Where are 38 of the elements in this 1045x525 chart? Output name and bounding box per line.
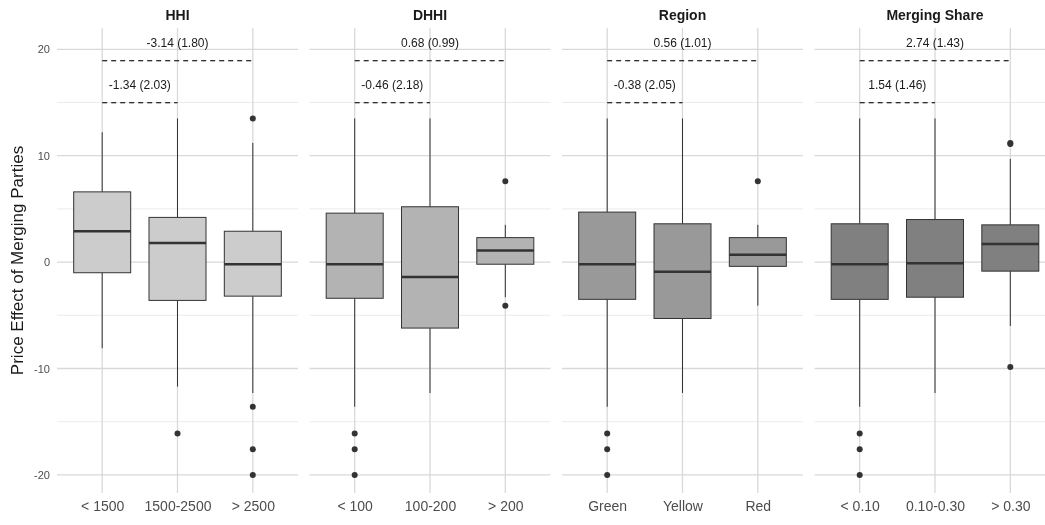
y-tick-label: -10 bbox=[34, 362, 50, 375]
annotation: 0.68 (0.99) bbox=[400, 35, 460, 50]
annotation: -0.46 (2.18) bbox=[361, 77, 424, 92]
x-tick-label: < 0.10 bbox=[840, 497, 881, 514]
annotation: 2.74 (1.43) bbox=[905, 35, 965, 50]
x-tick-label: 1500-2500 bbox=[144, 497, 212, 514]
x-tick-label: Red bbox=[745, 497, 772, 514]
y-tick-label: 0 bbox=[43, 256, 50, 269]
annotation: 1.54 (1.46) bbox=[868, 77, 927, 92]
annotation: 0.56 (1.01) bbox=[653, 35, 712, 50]
annotation: -0.38 (2.05) bbox=[613, 77, 676, 92]
annotation: -3.14 (1.80) bbox=[146, 35, 209, 50]
y-axis-title: Price Effect of Merging Parties bbox=[8, 145, 27, 376]
significance-bracket: -1.34 (2.03) bbox=[102, 77, 178, 104]
significance-bracket: -0.38 (2.05) bbox=[607, 77, 683, 104]
x-tick-label: Yellow bbox=[663, 497, 704, 514]
x-tick-label: < 100 bbox=[337, 497, 374, 514]
annotation: -1.34 (2.03) bbox=[108, 77, 171, 92]
x-tick-label: < 1500 bbox=[81, 497, 125, 514]
y-tick-label: 10 bbox=[37, 149, 50, 162]
significance-bracket: 0.68 (0.99) bbox=[354, 35, 504, 62]
y-tick-label: -20 bbox=[34, 468, 50, 481]
significance-bracket: -0.46 (2.18) bbox=[354, 77, 430, 104]
x-tick-label: > 0.30 bbox=[991, 497, 1031, 514]
y-tick-label: 20 bbox=[37, 43, 50, 56]
x-tick-label: 0.10-0.30 bbox=[905, 497, 966, 514]
chart-title: Region bbox=[658, 7, 707, 23]
x-tick-label: > 2500 bbox=[231, 497, 276, 514]
significance-bracket: 1.54 (1.46) bbox=[859, 77, 935, 104]
x-tick-label: Green bbox=[588, 497, 628, 514]
significance-bracket: -3.14 (1.80) bbox=[102, 35, 252, 62]
chart-title: HHI bbox=[165, 7, 190, 23]
significance-bracket: 2.74 (1.43) bbox=[859, 35, 1009, 62]
chart-title: Merging Share bbox=[886, 7, 984, 23]
significance-bracket: 0.56 (1.01) bbox=[607, 35, 757, 62]
x-tick-label: > 200 bbox=[488, 497, 524, 514]
x-tick-label: 100-200 bbox=[404, 497, 457, 514]
chart-title: DHHI bbox=[412, 7, 448, 23]
